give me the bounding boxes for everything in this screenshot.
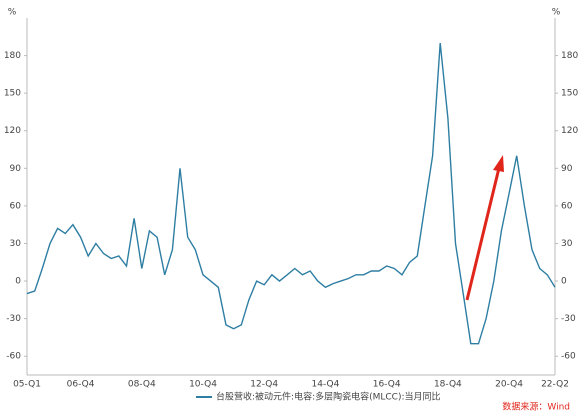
x-tick-label: 14-Q4 [312,380,340,390]
y2-tick-label: -60 [561,352,576,362]
y-tick-label: 0 [15,277,21,287]
y2-tick-label: 30 [561,239,573,249]
y2-tick-label: 180 [561,51,578,61]
y-tick-label: 30 [10,239,22,249]
y2-axis-unit: % [552,8,561,18]
x-tick-label: 22-Q2 [541,380,569,390]
y2-tick-label: 120 [561,126,578,136]
y-tick-label: 60 [10,201,22,211]
y-tick-label: -30 [6,314,21,324]
x-tick-label: 05-Q1 [13,380,41,390]
arrow-shaft [465,167,501,301]
y-axis-unit: % [8,8,17,18]
y-tick-label: 150 [4,89,21,99]
legend-label: 台股营收:被动元件:电容:多层陶瓷电容(MLCC):当月同比 [216,391,441,403]
y-tick-label: 90 [10,164,22,174]
y2-tick-label: 0 [561,277,567,287]
y-tick-label: -60 [6,352,21,362]
x-tick-label: 06-Q4 [67,380,95,390]
x-tick-label: 10-Q4 [189,380,217,390]
x-tick-label: 16-Q4 [373,380,401,390]
y-tick-label: 180 [4,51,21,61]
y2-tick-label: 90 [561,164,573,174]
x-tick-label: 18-Q4 [434,380,462,390]
y2-tick-label: -30 [561,314,576,324]
y-tick-label: 120 [4,126,21,136]
source: 数据来源：Wind [502,401,570,413]
x-tick-label: 20-Q4 [495,380,523,390]
y2-tick-label: 60 [561,201,573,211]
line-series [26,43,556,345]
x-tick-label: 08-Q4 [128,380,156,390]
arrow-head [493,155,504,172]
y2-tick-label: 150 [561,89,578,99]
x-tick-label: 12-Q4 [250,380,278,390]
